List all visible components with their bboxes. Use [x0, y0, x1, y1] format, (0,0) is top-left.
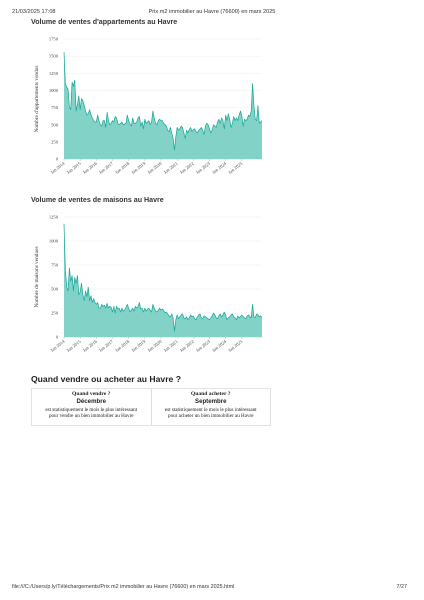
y-tick-label: 1250: [49, 215, 59, 220]
x-tick-label: Jan 2014: [50, 338, 67, 353]
y-tick-label: 500: [51, 122, 59, 127]
print-datetime: 21/03/2025 17:08: [12, 9, 56, 15]
buy-description: est statistiquement le mois le plus inté…: [152, 407, 271, 420]
x-tick-label: Jan 2025: [227, 338, 244, 353]
x-tick-label: Jan 2016: [82, 338, 99, 353]
area-fill: [64, 223, 262, 337]
y-tick-label: 0: [56, 335, 59, 340]
x-tick-label: Jan 2023: [195, 160, 212, 175]
x-tick-label: Jan 2019: [130, 160, 147, 175]
apartments-chart-title: Volume de ventes d'appartements au Havre: [31, 18, 178, 26]
x-tick-label: Jan 2020: [147, 160, 164, 175]
x-tick-label: Jan 2022: [179, 160, 196, 175]
sell-question: Quand vendre ?: [72, 391, 111, 397]
x-tick-label: Jan 2025: [227, 160, 244, 175]
sell-description: est statistiquement le mois le plus inté…: [32, 407, 151, 420]
x-tick-label: Jan 2014: [50, 160, 67, 175]
y-tick-label: 1500: [49, 54, 59, 59]
x-tick-label: Jan 2021: [163, 160, 180, 175]
sell-best-month: Décembre: [76, 398, 106, 405]
x-tick-label: Jan 2024: [211, 160, 228, 175]
x-tick-label: Jan 2023: [195, 338, 212, 353]
x-tick-label: Jan 2020: [147, 338, 164, 353]
series-line: [63, 223, 263, 332]
y-tick-label: 0: [56, 157, 59, 162]
y-tick-label: 1000: [49, 239, 59, 244]
x-tick-label: Jan 2021: [163, 338, 180, 353]
y-axis-label: Nombre de maisons vendues: [34, 246, 40, 307]
x-tick-label: Jan 2015: [66, 338, 83, 353]
x-tick-label: Jan 2015: [66, 160, 83, 175]
x-tick-label: Jan 2017: [98, 160, 115, 175]
y-tick-label: 250: [51, 311, 59, 316]
y-axis-label: Nombre d'appartements vendus: [34, 66, 40, 133]
sell-desc-line-2: pour vendre un bien immobilier au Havre: [48, 413, 134, 420]
x-tick-label: Jan 2017: [98, 338, 115, 353]
x-tick-label: Jan 2024: [211, 338, 228, 353]
buy-desc-line-1: est statistiquement le mois le plus inté…: [164, 407, 257, 413]
y-tick-label: 750: [51, 105, 59, 110]
buy-info: Quand acheter ? Septembre est statistiqu…: [150, 389, 271, 425]
buy-desc-line-2: pour acheter un bien immobilier au Havre: [168, 413, 254, 420]
series-line: [63, 52, 263, 151]
sell-buy-info-box: Quand vendre ? Décembre est statistiquem…: [31, 388, 271, 426]
y-tick-label: 750: [51, 263, 59, 268]
print-page-title: Prix m2 immobilier au Havre (76600) en m…: [148, 9, 276, 15]
print-file-path: file:///C:/Users/p.ly/Téléchargements/Pr…: [12, 584, 235, 590]
when-to-sell-buy-heading: Quand vendre ou acheter au Havre ?: [31, 374, 181, 384]
x-tick-label: Jan 2016: [82, 160, 99, 175]
print-page-number: 7/27: [396, 584, 408, 590]
area-fill: [64, 52, 262, 159]
sell-desc-line-1: est statistiquement le mois le plus inté…: [45, 407, 138, 413]
x-tick-label: Jan 2018: [114, 338, 131, 353]
y-tick-label: 1750: [49, 37, 59, 42]
buy-best-month: Septembre: [195, 398, 227, 405]
y-tick-label: 1250: [49, 71, 59, 76]
x-tick-label: Jan 2022: [179, 338, 196, 353]
y-tick-label: 500: [51, 287, 59, 292]
y-tick-label: 1000: [49, 88, 59, 93]
y-tick-label: 250: [51, 139, 59, 144]
buy-question: Quand acheter ?: [190, 391, 231, 397]
houses-chart-title: Volume de ventes de maisons au Havre: [31, 196, 164, 204]
x-tick-label: Jan 2019: [130, 338, 147, 353]
x-tick-label: Jan 2018: [114, 160, 131, 175]
sell-info: Quand vendre ? Décembre est statistiquem…: [32, 389, 151, 425]
